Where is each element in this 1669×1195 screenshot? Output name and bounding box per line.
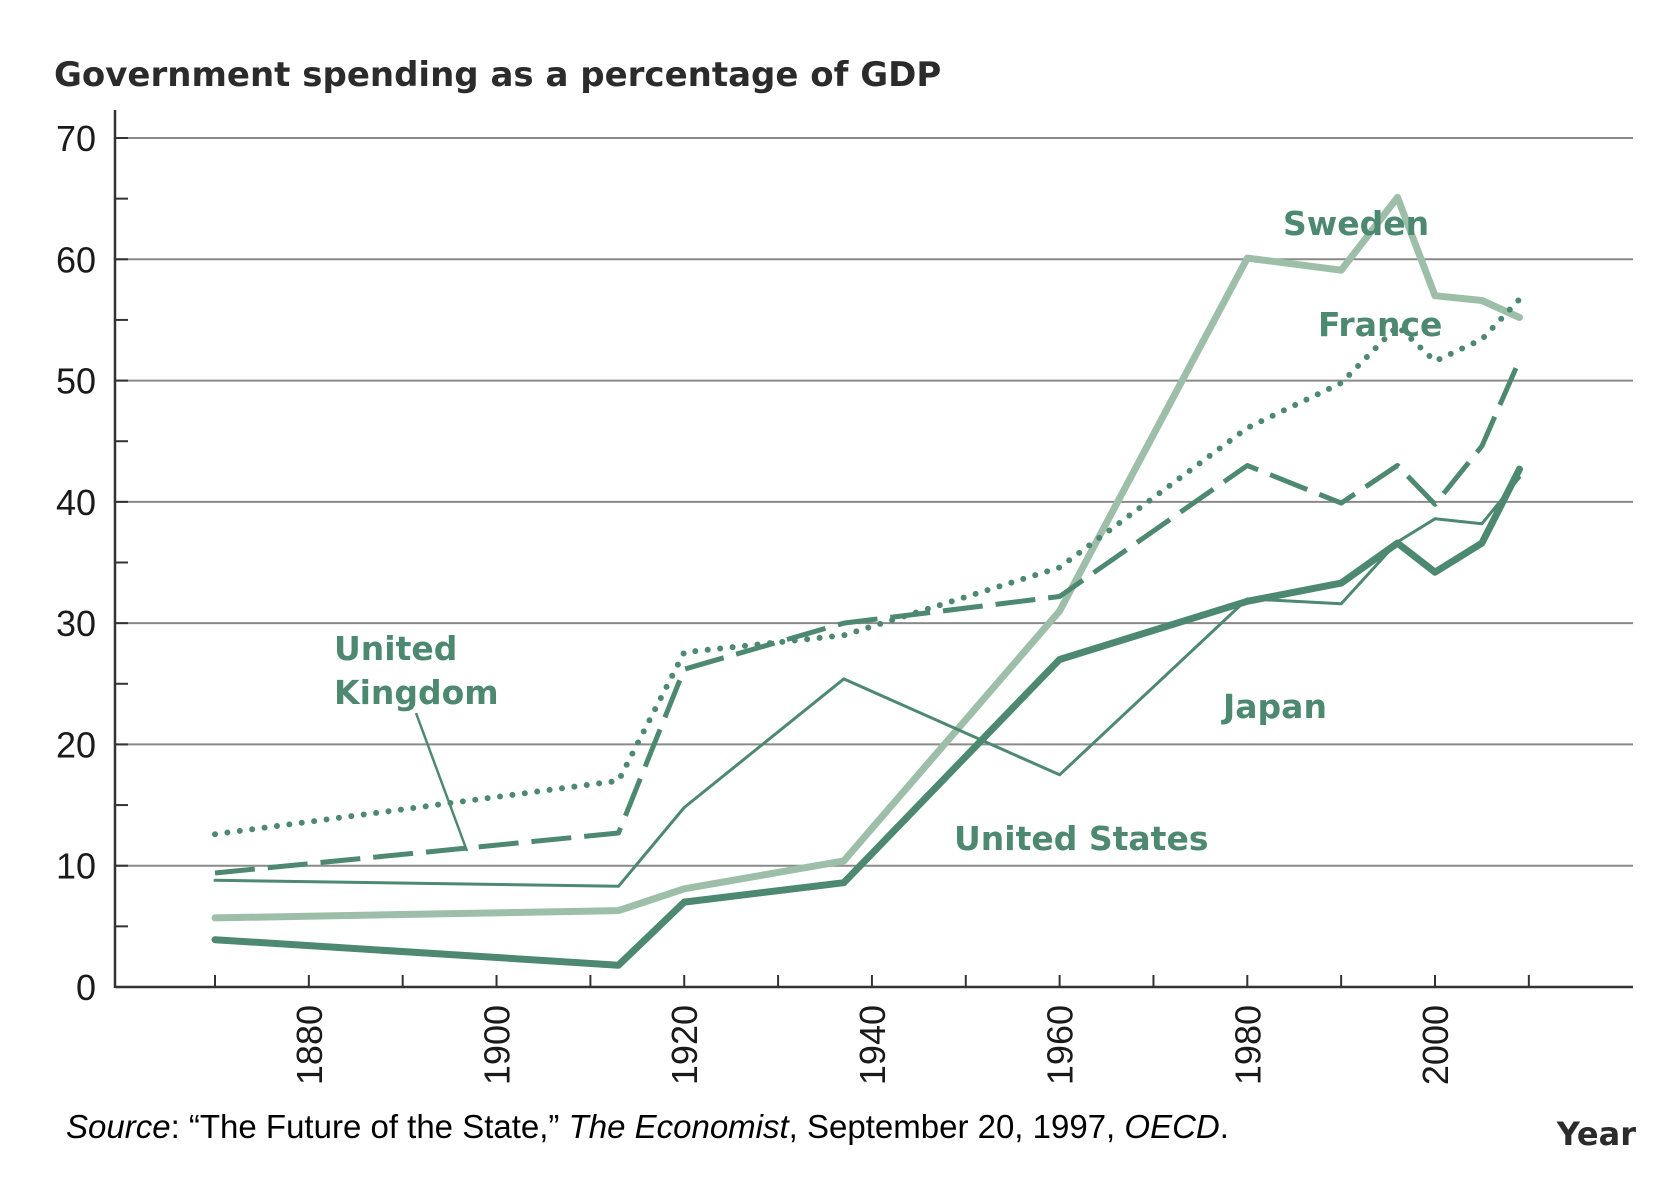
x-tick-label: 1960: [1040, 1005, 1081, 1085]
series-line-sweden: [211, 193, 1523, 922]
y-tick-label: 70: [56, 118, 96, 159]
y-tick-label: 20: [56, 724, 96, 765]
source-note: Source: “The Future of the State,” The E…: [66, 1108, 1229, 1145]
tick-labels: 0 10 20 30 40 50 60 70 1880 1900 1920 1940 1960 1980 2…: [56, 118, 1456, 1085]
united-kingdom-leader-line: [414, 712, 469, 852]
series-line-united-states: [211, 465, 1523, 969]
x-tick-label: 1940: [852, 1005, 893, 1085]
y-tick-label: 0: [76, 967, 96, 1008]
x-tick-label: 1980: [1227, 1005, 1268, 1085]
x-tick-label: 1900: [477, 1005, 518, 1085]
x-tick-label: 1880: [289, 1005, 330, 1085]
x-tick-label: 2000: [1415, 1005, 1456, 1085]
series-label-sweden: Sweden: [1283, 204, 1429, 243]
y-tick-label: 50: [56, 361, 96, 402]
series-label-france: France: [1318, 305, 1442, 344]
series-lines: [211, 193, 1523, 969]
series-line-united-kingdom: [214, 358, 1522, 876]
y-tick-label: 40: [56, 482, 96, 523]
x-axis-label: Year: [1556, 1115, 1637, 1153]
axes: [113, 110, 1633, 989]
series-label-united-kingdom: United Kingdom: [334, 629, 499, 712]
x-tick-label: 1920: [664, 1005, 705, 1085]
grid: [115, 137, 1633, 867]
series-line-france: [212, 296, 1523, 838]
series-label-united-states: United States: [954, 819, 1208, 858]
series-label-japan: Japan: [1221, 687, 1327, 726]
y-tick-label: 10: [56, 846, 96, 887]
y-tick-label: 30: [56, 603, 96, 644]
y-tick-label: 60: [56, 239, 96, 280]
y-axis-label: Government spending as a percentage of G…: [54, 55, 941, 95]
